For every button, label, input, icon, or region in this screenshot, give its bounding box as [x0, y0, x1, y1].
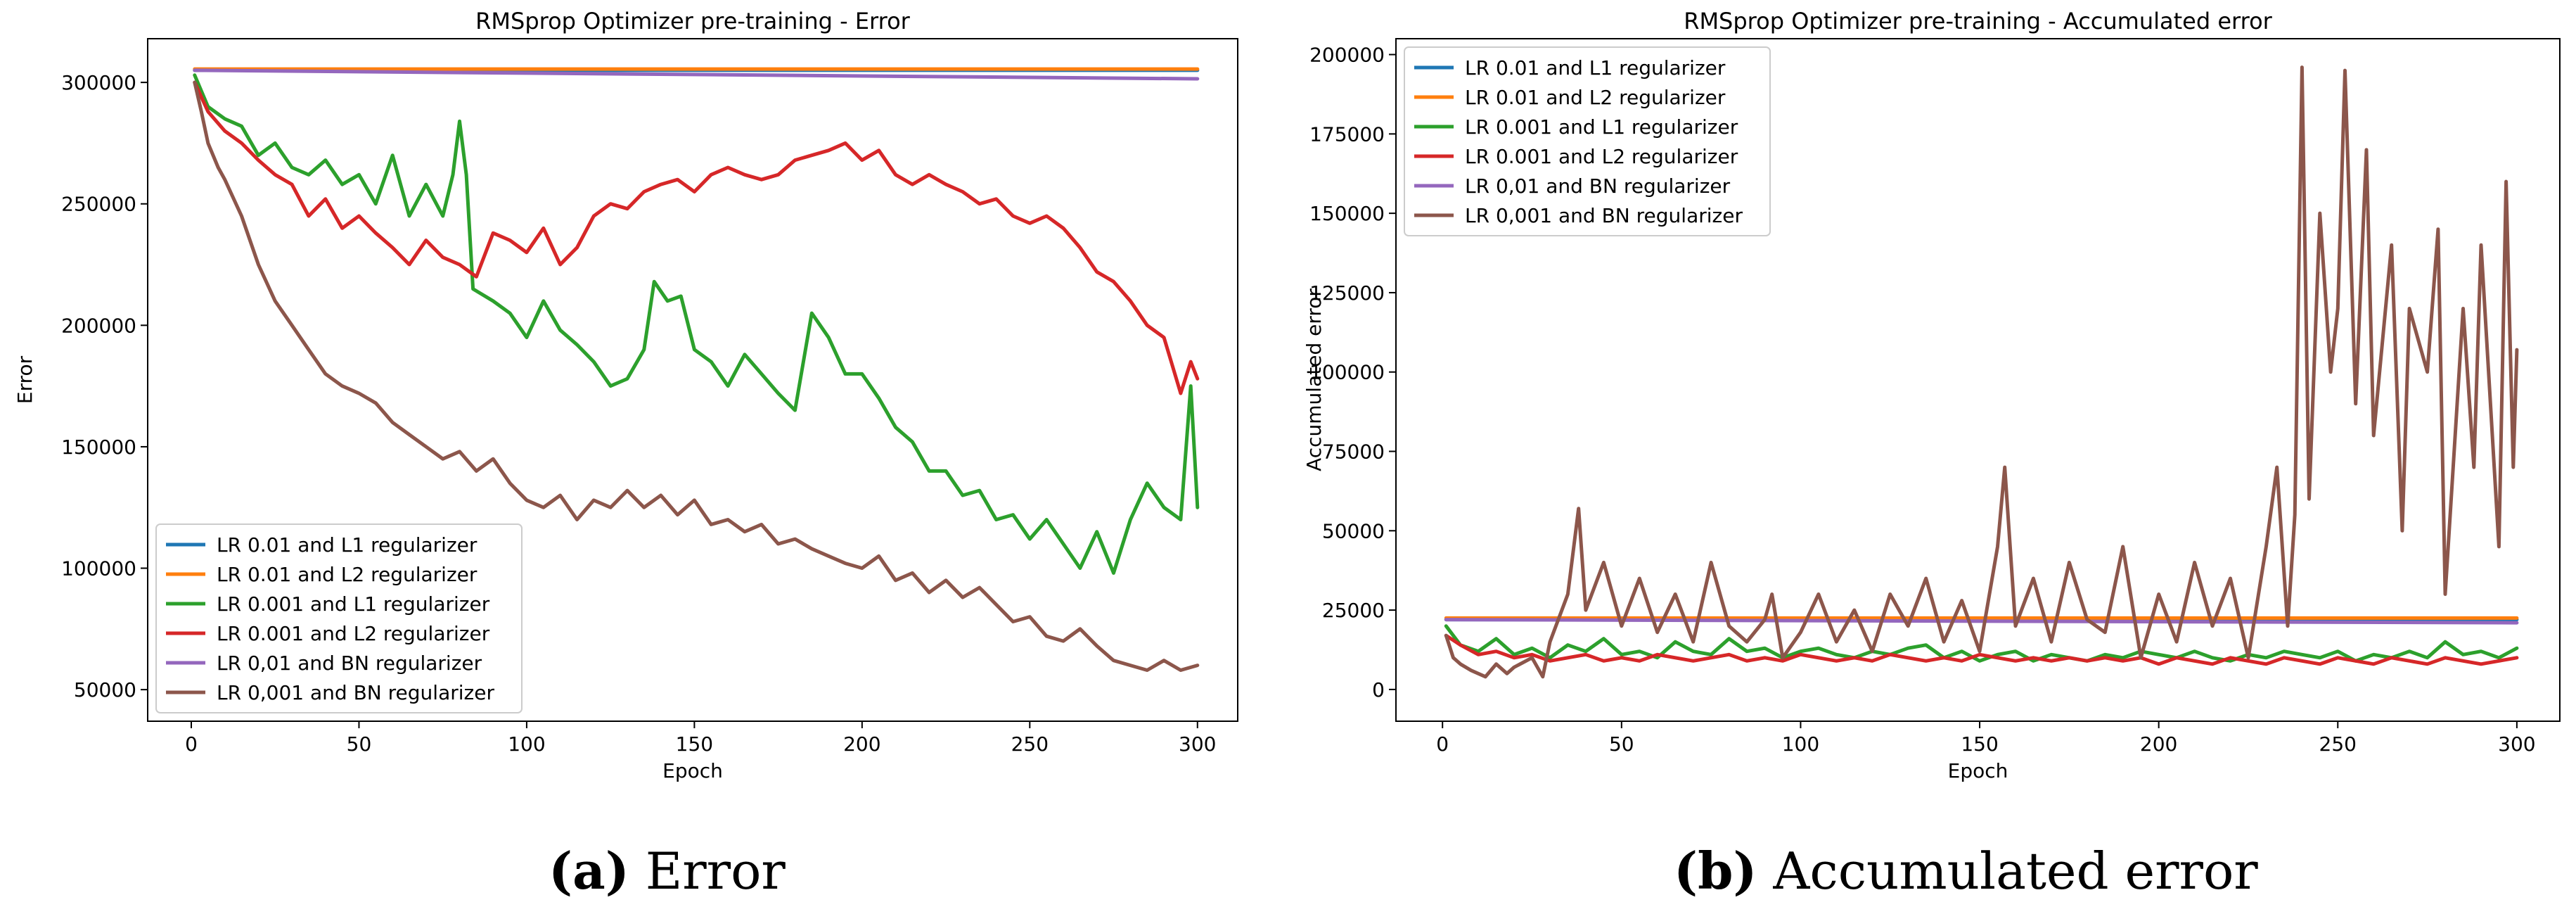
y-tick-label: 200000: [61, 314, 136, 337]
x-tick-label: 50: [1609, 732, 1634, 756]
x-tick-label: 150: [1961, 732, 1998, 756]
x-axis-label: Epoch: [662, 759, 723, 782]
series-group: [193, 67, 1200, 672]
y-tick-label: 100000: [61, 557, 136, 580]
legend-box: [155, 523, 523, 713]
series-line-5: [193, 80, 1200, 672]
x-tick-label: 150: [676, 732, 713, 756]
legend-label-5: LR 0,001 and BN regularizer: [1465, 204, 1743, 227]
caption-a-text: Error: [645, 842, 786, 901]
y-tick-label: 150000: [1309, 202, 1385, 225]
series-line-4: [193, 68, 1200, 81]
plot-frame: [1395, 38, 2561, 722]
series-line-5: [1444, 65, 2519, 679]
series-line-2: [1444, 624, 2519, 663]
legend-label-5: LR 0,001 and BN regularizer: [217, 681, 494, 704]
series-line-2: [193, 73, 1200, 575]
y-tick-label: 175000: [1309, 122, 1385, 146]
y-tick-label: 75000: [1322, 440, 1385, 464]
y-axis-label: Accumulated error: [1302, 288, 1326, 471]
y-tick-label: 125000: [1309, 281, 1385, 305]
legend-label-4: LR 0,01 and BN regularizer: [217, 652, 482, 675]
y-tick-label: 200000: [1309, 44, 1385, 67]
x-tick-label: 50: [347, 732, 372, 756]
legend-label-2: LR 0.001 and L1 regularizer: [1465, 115, 1738, 139]
chart-title: RMSprop Optimizer pre-training - Accumul…: [1684, 8, 2272, 34]
caption-b-text: Accumulated error: [1773, 842, 2258, 901]
x-tick-label: 100: [508, 732, 545, 756]
series-line-3: [1444, 633, 2519, 666]
legend-box: [1404, 46, 1771, 236]
caption-b-letter: (b): [1674, 841, 1757, 901]
legend-label-0: LR 0.01 and L1 regularizer: [1465, 56, 1726, 80]
y-tick-label: 150000: [61, 436, 136, 459]
x-tick-label: 300: [1179, 732, 1216, 756]
y-tick-label: 250000: [61, 193, 136, 216]
legend-label-1: LR 0.01 and L2 regularizer: [1465, 86, 1726, 109]
y-tick-label: 50000: [1322, 519, 1385, 542]
legend-label-3: LR 0.001 and L2 regularizer: [217, 622, 490, 645]
legend-label-2: LR 0.001 and L1 regularizer: [217, 592, 490, 616]
x-tick-label: 250: [1011, 732, 1049, 756]
x-tick-label: 0: [185, 732, 198, 756]
y-tick-label: 100000: [1309, 361, 1385, 384]
caption-a: (a) Error: [549, 841, 786, 901]
y-tick-label: 50000: [74, 678, 136, 702]
caption-a-letter: (a): [549, 841, 629, 901]
chart-panel-accumulated-error: 0 50 100 150 200 250 300 0 25000 50000 75000 100000…: [1302, 8, 2561, 782]
x-tick-label: 100: [1782, 732, 1819, 756]
chart-title: RMSprop Optimizer pre-training - Error: [475, 8, 911, 34]
x-tick-label: 0: [1436, 732, 1449, 756]
legend-label-4: LR 0,01 and BN regularizer: [1465, 174, 1731, 198]
legend-label-3: LR 0.001 and L2 regularizer: [1465, 145, 1738, 168]
legend: LR 0.01 and L1 regularizer LR 0.01 and L2…: [1404, 46, 1771, 236]
legend-label-0: LR 0.01 and L1 regularizer: [217, 533, 478, 557]
x-tick-label: 300: [2498, 732, 2535, 756]
x-tick-label: 250: [2319, 732, 2357, 756]
y-axis-label: Error: [13, 355, 37, 404]
x-axis-label: Epoch: [1948, 759, 2008, 782]
series-group: [1444, 65, 2519, 679]
legend: LR 0.01 and L1 regularizer LR 0.01 and L2…: [155, 523, 523, 713]
x-tick-label: 200: [2140, 732, 2177, 756]
y-tick-label: 300000: [61, 71, 136, 94]
caption-b: (b) Accumulated error: [1674, 841, 2258, 901]
y-tick-label: 25000: [1322, 599, 1385, 622]
series-line-3: [193, 80, 1200, 395]
legend-label-1: LR 0.01 and L2 regularizer: [217, 563, 478, 586]
plot-frame: [147, 38, 1238, 722]
chart-panel-error: 0 50 100 150 200 250 300 50000 100000 150000 20000…: [13, 8, 1238, 782]
x-tick-label: 200: [843, 732, 880, 756]
y-tick-label: 0: [1372, 678, 1385, 702]
